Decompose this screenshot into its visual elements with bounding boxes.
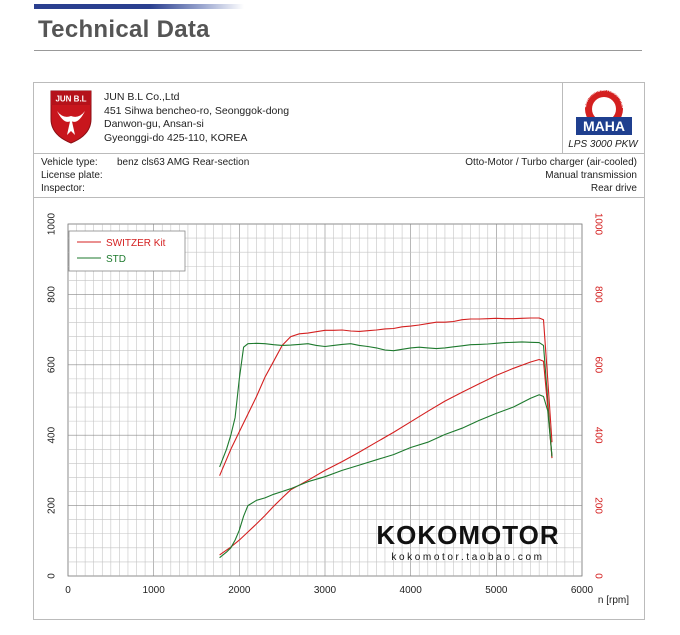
legend-label-std: STD bbox=[106, 254, 126, 265]
y-tick-label: 0 bbox=[47, 573, 58, 579]
series-std-torque bbox=[219, 341, 553, 468]
y2-tick-label: 0 bbox=[593, 573, 604, 579]
company-district: Danwon-gu, Ansan-si bbox=[104, 118, 204, 130]
company-name: JUN B.L Co.,Ltd bbox=[104, 91, 180, 103]
engine-type: Otto-Motor / Turbo charger (air-cooled) bbox=[465, 157, 637, 168]
drive-type: Rear drive bbox=[590, 183, 637, 194]
transmission-type: Manual transmission bbox=[545, 170, 637, 181]
chart-series bbox=[219, 317, 553, 559]
watermark-brand: KOKOMOTOR bbox=[376, 520, 559, 550]
dyno-model-label: LPS 3000 PKW bbox=[568, 139, 638, 150]
title-divider bbox=[34, 50, 642, 51]
x-axis-label: n [rpm] bbox=[598, 595, 629, 606]
license-plate-label: License plate: bbox=[41, 170, 103, 181]
y-tick-label: 1000 bbox=[47, 212, 58, 235]
y2-tick-label: 1000 bbox=[593, 213, 604, 236]
y-tick-label: 600 bbox=[47, 356, 58, 373]
maha-logo-icon: Maschinenbau Haldenwang MAHA bbox=[573, 87, 632, 135]
y2-tick-label: 400 bbox=[593, 427, 604, 444]
y-tick-label: 800 bbox=[47, 286, 58, 303]
vehicle-info: Vehicle type: benz cls63 AMG Rear-sectio… bbox=[34, 153, 644, 198]
x-tick-label: 4000 bbox=[400, 585, 423, 596]
x-tick-label: 0 bbox=[65, 585, 71, 596]
page-title: Technical Data bbox=[38, 16, 210, 43]
inspector-label: Inspector: bbox=[41, 183, 85, 194]
title-accent-bar bbox=[34, 4, 244, 9]
y-tick-label: 400 bbox=[47, 426, 58, 443]
x-tick-label: 6000 bbox=[571, 585, 594, 596]
x-tick-label: 1000 bbox=[143, 585, 166, 596]
legend-box bbox=[68, 230, 186, 272]
y2-tick-label: 800 bbox=[593, 286, 604, 303]
logo-text: JUN B.L bbox=[55, 95, 86, 104]
chart-legend: SWITZER Kit STD bbox=[68, 230, 186, 272]
series-switzer-power bbox=[219, 358, 553, 556]
x-tick-label: 2000 bbox=[228, 585, 251, 596]
chart-grid bbox=[67, 223, 583, 577]
jun-bl-shield-logo-icon: JUN B.L bbox=[50, 90, 92, 144]
watermark-url: kokomotor.taobao.com bbox=[391, 552, 544, 563]
vehicle-type-label: Vehicle type: bbox=[41, 157, 98, 168]
y2-tick-label: 600 bbox=[593, 356, 604, 373]
dyno-report-sheet: JUN B.L JUN B.L Co.,Ltd 451 Sihwa benche… bbox=[33, 82, 645, 620]
company-region: Gyeonggi-do 425-110, KOREA bbox=[104, 131, 248, 144]
company-address: JUN B.L Co.,Ltd 451 Sihwa bencheo-ro, Se… bbox=[104, 91, 289, 145]
vehicle-type-value: benz cls63 AMG Rear-section bbox=[117, 157, 250, 168]
maha-logo-text: MAHA bbox=[583, 118, 625, 134]
x-tick-label: 3000 bbox=[314, 585, 337, 596]
series-std-power bbox=[219, 394, 553, 559]
report-header: JUN B.L JUN B.L Co.,Ltd 451 Sihwa benche… bbox=[34, 83, 644, 154]
series-switzer-torque bbox=[219, 317, 553, 476]
watermark: KOKOMOTOR kokomotor.taobao.com bbox=[376, 520, 559, 563]
y2-tick-label: 200 bbox=[593, 497, 604, 514]
maha-brand-box: Maschinenbau Haldenwang MAHA LPS 3000 PK… bbox=[562, 83, 645, 153]
chart-axes: 0 1000 2000 3000 4000 5000 6000020040060080010… bbox=[47, 212, 630, 606]
company-street: 451 Sihwa bencheo-ro, Seonggok-dong bbox=[104, 104, 290, 117]
y-tick-label: 200 bbox=[47, 497, 58, 514]
x-tick-label: 5000 bbox=[485, 585, 508, 596]
legend-label-switzer: SWITZER Kit bbox=[106, 238, 166, 249]
